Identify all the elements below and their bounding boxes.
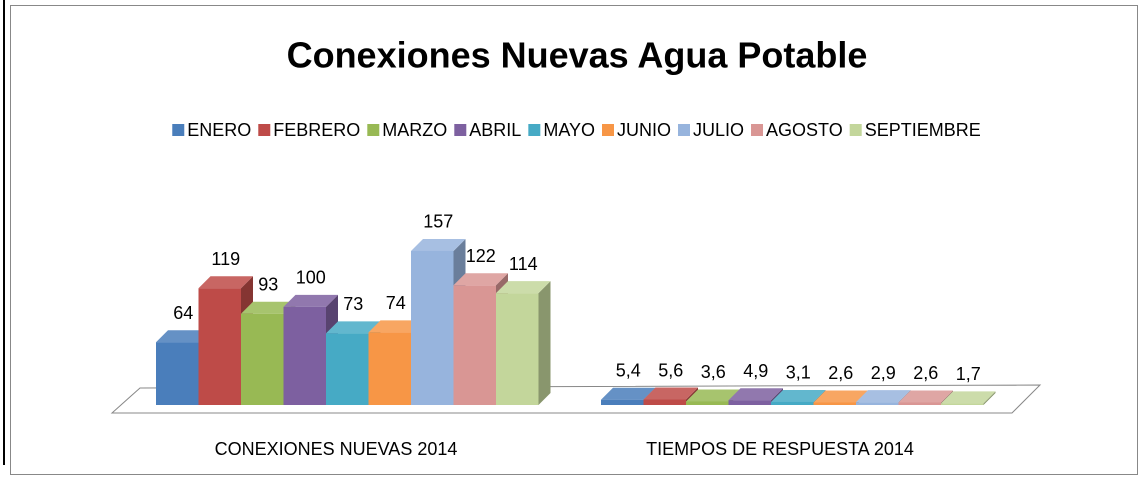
bar-top [326, 321, 381, 334]
bar-top [856, 390, 911, 403]
bar [453, 285, 496, 405]
data-label: 100 [296, 268, 326, 288]
data-label: 64 [173, 303, 193, 323]
legend-swatch [602, 124, 614, 136]
bar [941, 403, 984, 405]
legend-label: AGOSTO [766, 120, 843, 140]
bar [326, 333, 369, 405]
data-label: 73 [343, 294, 363, 314]
bar [771, 401, 814, 405]
bar [411, 250, 454, 405]
bar [728, 400, 771, 405]
bar [601, 399, 644, 405]
data-label: 2,6 [913, 363, 938, 383]
bar-top [728, 388, 783, 401]
legend-label: JULIO [693, 120, 744, 140]
data-label: 5,4 [616, 360, 641, 380]
bar-side [538, 281, 551, 405]
legend-label: MARZO [382, 120, 447, 140]
legend-swatch [849, 124, 862, 136]
bar-top [643, 387, 698, 400]
data-label: 93 [258, 274, 278, 294]
legend-swatch [528, 124, 541, 136]
bar-top [941, 391, 996, 404]
legend-label: ENERO [187, 120, 251, 140]
bar [686, 401, 729, 405]
bar [898, 402, 941, 405]
bar [241, 313, 284, 405]
bar [813, 402, 856, 405]
legend-label: MAYO [543, 120, 595, 140]
legend-label: SEPTIEMBRE [865, 120, 981, 140]
legend-swatch [751, 124, 764, 136]
bar-top [453, 273, 508, 286]
bar-top [496, 281, 551, 294]
data-label: 2,6 [828, 363, 853, 383]
bar [283, 306, 326, 405]
data-label: 5,6 [658, 360, 683, 380]
bar [198, 288, 241, 405]
bar-top [898, 390, 953, 403]
x-tick-label: CONEXIONES NUEVAS 2014 [215, 439, 458, 459]
data-label: 74 [386, 293, 406, 313]
chart-title: Conexiones Nuevas Agua Potable [287, 35, 868, 76]
bar-top [813, 390, 868, 403]
data-label: 4,9 [743, 361, 768, 381]
bar-top [198, 276, 253, 289]
bar-top [283, 294, 338, 307]
legend-swatch [367, 124, 380, 136]
data-label: 122 [466, 246, 496, 266]
legend-swatch [678, 124, 690, 136]
bar-side [983, 391, 996, 405]
data-label: 1,7 [956, 364, 981, 384]
bar [643, 399, 686, 405]
bar [156, 342, 199, 405]
data-label: 2,9 [871, 363, 896, 383]
legend-swatch [258, 124, 271, 136]
bar-top [601, 387, 656, 400]
data-label: 3,6 [701, 362, 726, 382]
bar-top [686, 389, 741, 402]
bar-top [156, 330, 211, 343]
data-label: 3,1 [786, 363, 811, 383]
legend-label: FEBRERO [273, 120, 360, 140]
legend-label: ABRIL [469, 120, 521, 140]
legend-label: JUNIO [617, 120, 671, 140]
x-tick-label: TIEMPOS DE RESPUESTA 2014 [646, 439, 914, 459]
data-label: 119 [211, 249, 240, 269]
bar [496, 293, 539, 405]
bar [368, 332, 411, 405]
bar [856, 402, 899, 405]
bar-top [368, 320, 423, 333]
data-label: 157 [423, 212, 453, 232]
bar-top [241, 301, 296, 314]
data-label: 114 [509, 254, 538, 274]
legend-swatch [454, 124, 467, 136]
bar-top [411, 238, 466, 251]
legend-swatch [172, 124, 185, 136]
bar-top [771, 389, 826, 402]
